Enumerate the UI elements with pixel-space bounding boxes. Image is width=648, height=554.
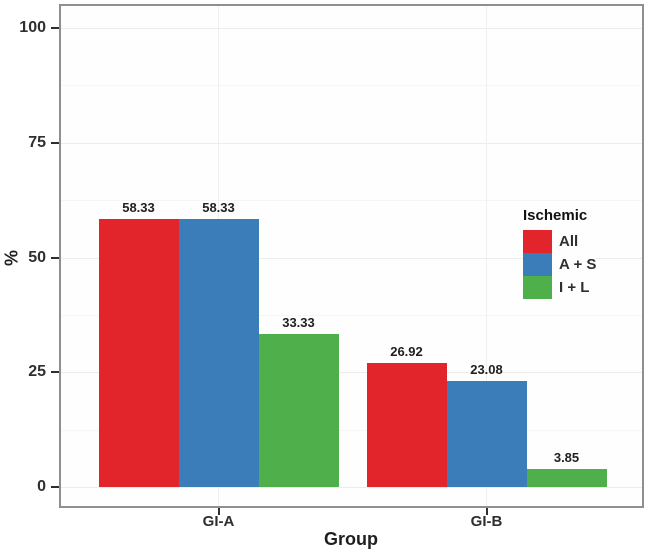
legend-item-I+L: I + L <box>523 276 596 299</box>
legend-key-icon <box>523 253 552 276</box>
y-axis-title: % <box>1 249 22 267</box>
legend-item-A+S: A + S <box>523 253 596 276</box>
legend-key-icon <box>523 276 552 299</box>
legend-key-icon <box>523 230 552 253</box>
y-tick-mark <box>51 256 59 259</box>
y-tick-label: 75 <box>28 133 46 151</box>
y-tick-label: 100 <box>19 19 46 36</box>
legend: Ischemic All A + S I + L <box>523 207 597 299</box>
x-axis-title: Group <box>324 529 378 549</box>
y-tick-mark <box>51 27 59 29</box>
x-tick-label: GI-A <box>202 513 235 530</box>
legend-item-label: I + L <box>559 279 590 296</box>
y-tick-mark <box>51 371 59 374</box>
legend-item-All: All <box>523 230 596 253</box>
legend-items: All A + S I + L <box>523 230 596 299</box>
legend-item-label: A + S <box>559 256 597 273</box>
y-tick-label: 0 <box>37 478 46 495</box>
y-tick-label: 25 <box>28 363 46 381</box>
y-tick-mark <box>51 486 59 488</box>
x-tick-mark <box>217 508 220 515</box>
x-tick-label: GI-B <box>470 513 503 530</box>
legend-item-label: All <box>559 233 579 250</box>
x-tick-mark <box>485 508 488 515</box>
legend-title: Ischemic <box>523 207 588 224</box>
y-tick-mark <box>51 141 59 144</box>
